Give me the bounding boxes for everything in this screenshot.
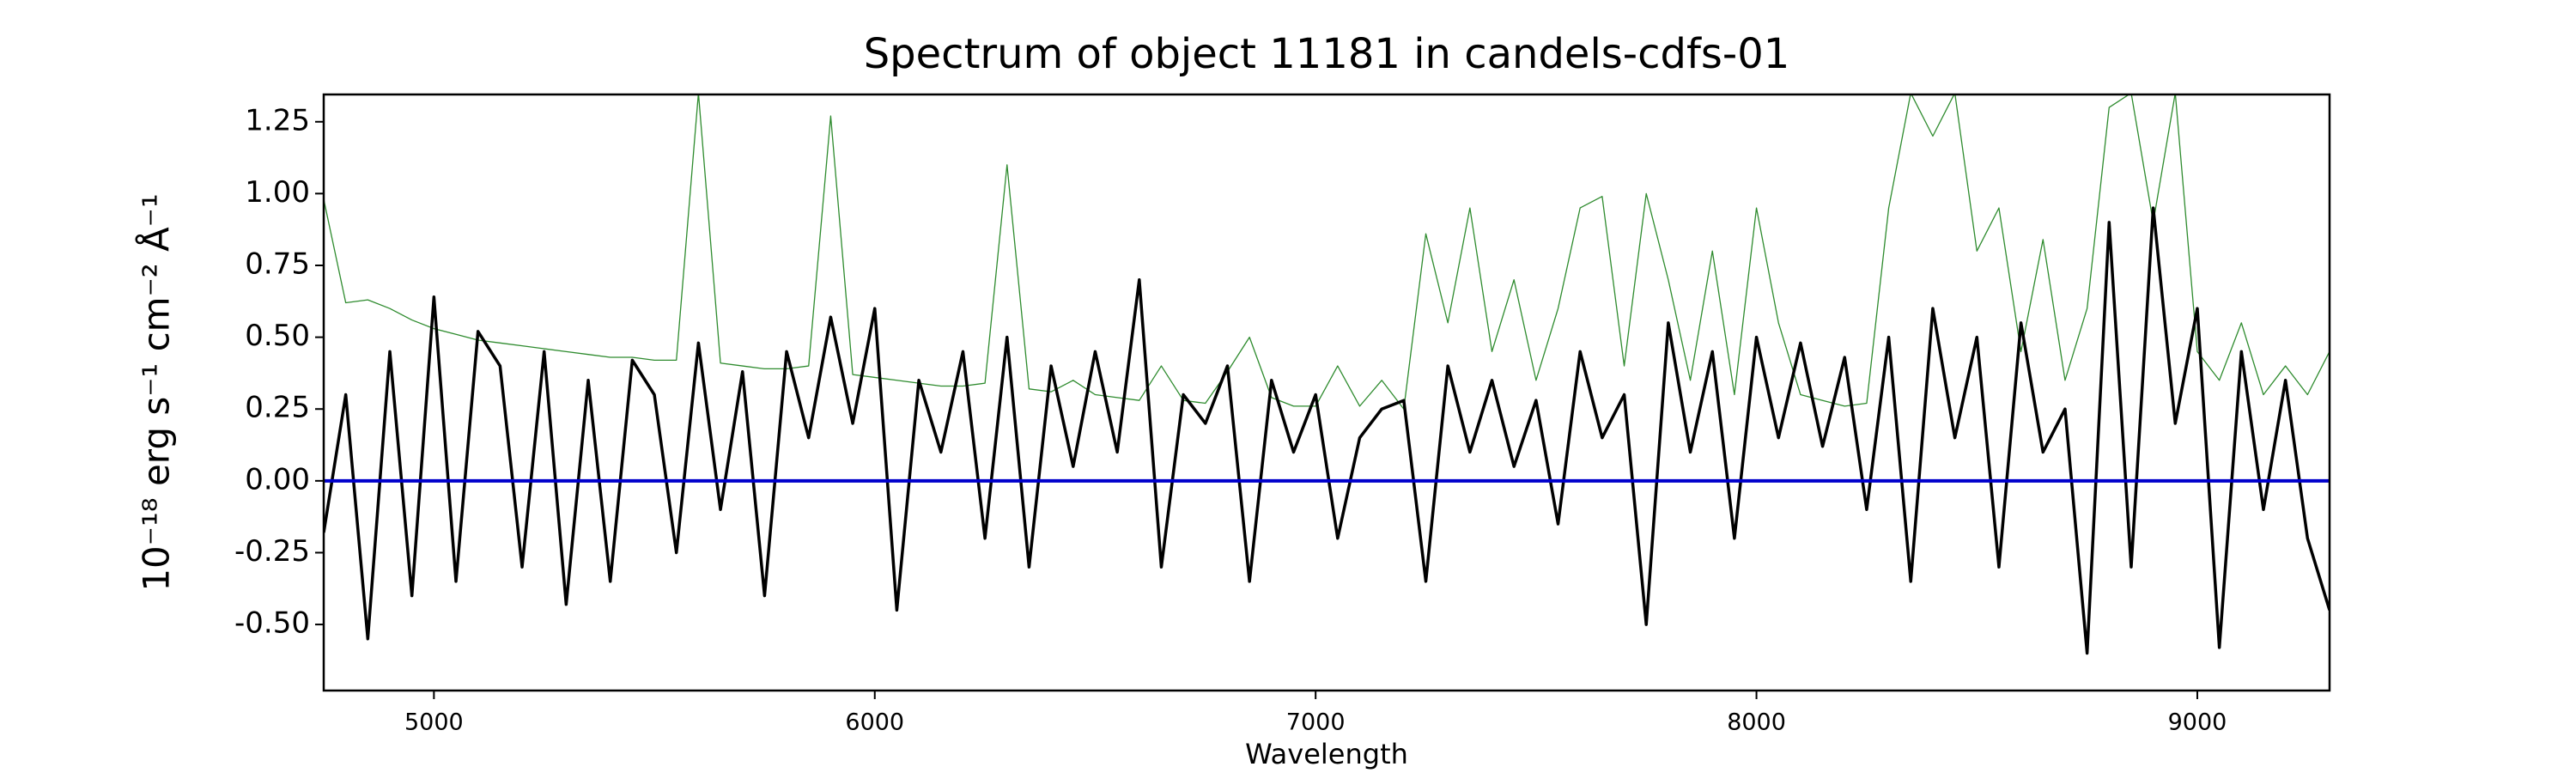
y-tick-label: -0.25 — [234, 534, 310, 569]
x-tick-label: 6000 — [845, 709, 904, 736]
plot-area — [324, 94, 2330, 655]
spectrum-line — [324, 94, 2330, 410]
x-tick-label: 7000 — [1286, 709, 1346, 736]
x-axis-label: Wavelength — [1245, 738, 1408, 770]
x-tick-label: 9000 — [2168, 709, 2227, 736]
y-tick-label: 0.25 — [245, 391, 310, 425]
y-tick-label: 0.50 — [245, 319, 310, 353]
y-axis-label: 10⁻¹⁸ erg s⁻¹ cm⁻² Å⁻¹ — [135, 193, 178, 591]
spectrum-line — [324, 206, 2330, 655]
y-tick-label: 0.75 — [245, 247, 310, 282]
y-tick-label: 1.25 — [245, 103, 310, 137]
plot-frame — [322, 93, 2331, 692]
x-tick-label: 5000 — [404, 709, 464, 736]
y-tick-label: 0.00 — [245, 462, 310, 496]
y-tick-label: 1.00 — [245, 175, 310, 210]
y-tick-label: -0.50 — [234, 606, 310, 641]
x-tick-label: 8000 — [1727, 709, 1786, 736]
chart-title: Spectrum of object 11181 in candels-cdfs… — [864, 30, 1790, 78]
